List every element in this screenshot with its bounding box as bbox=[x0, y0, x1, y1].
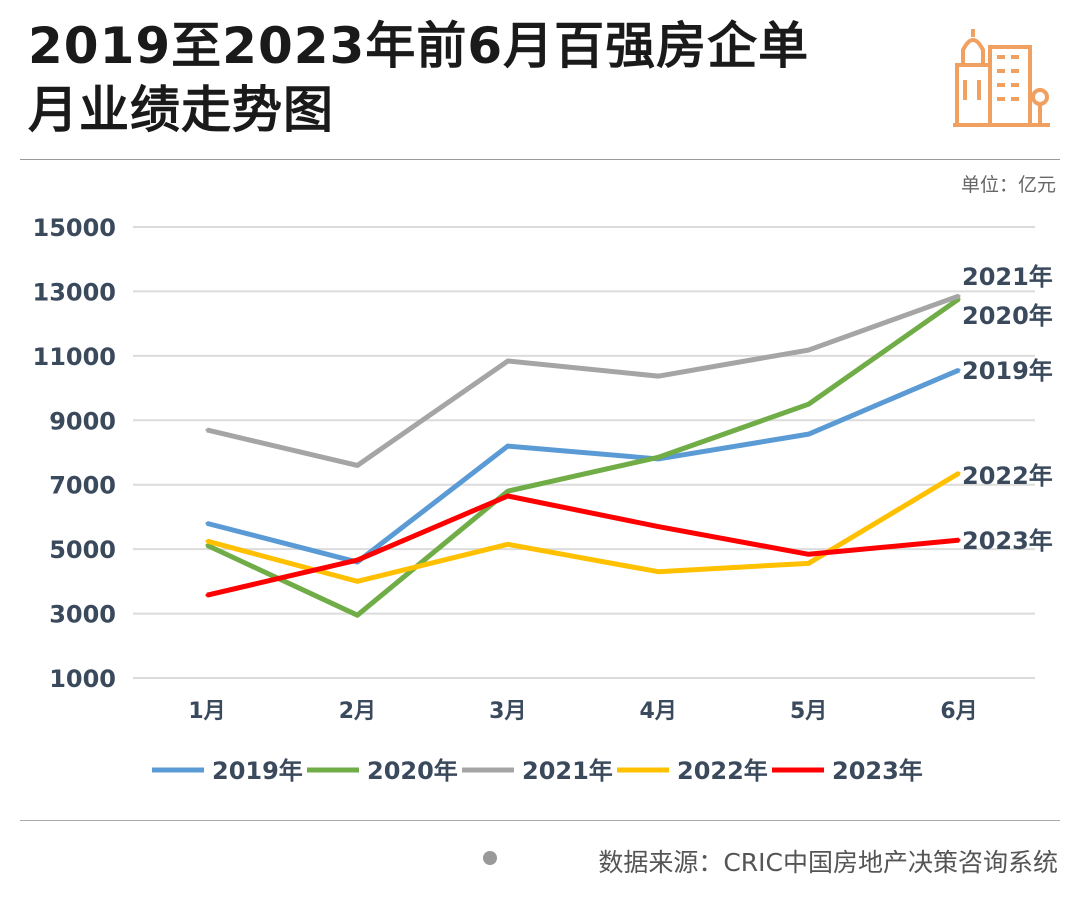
y-tick-label: 7000 bbox=[49, 472, 116, 500]
legend-label: 2021年 bbox=[522, 757, 613, 785]
data-point bbox=[656, 525, 660, 529]
y-tick-label: 3000 bbox=[49, 601, 116, 629]
title-line-1: 2019至2023年前6月百强房企单 bbox=[28, 17, 810, 75]
legend-label: 2019年 bbox=[212, 757, 303, 785]
series-end-label: 2021年 bbox=[962, 263, 1053, 291]
title-line-2: 月业绩走势图 bbox=[28, 81, 334, 139]
x-tick-label: 4月 bbox=[640, 699, 677, 724]
series-line-2020年 bbox=[205, 296, 961, 618]
series-end-label: 2022年 bbox=[962, 462, 1053, 490]
data-point bbox=[205, 428, 209, 432]
legend-label: 2023年 bbox=[832, 757, 923, 785]
bullet-icon bbox=[483, 851, 497, 865]
data-point bbox=[506, 489, 510, 493]
data-point bbox=[355, 558, 359, 562]
data-point bbox=[205, 593, 209, 597]
data-point bbox=[807, 561, 811, 565]
unit-label: 单位：亿元 bbox=[960, 174, 1056, 196]
data-point bbox=[205, 543, 209, 547]
y-tick-label: 13000 bbox=[33, 278, 117, 306]
x-tick-label: 5月 bbox=[790, 699, 827, 724]
buildings-icon bbox=[953, 29, 1050, 127]
y-tick-label: 1000 bbox=[49, 665, 116, 693]
series-line-2022年 bbox=[206, 470, 961, 584]
data-point bbox=[506, 494, 510, 498]
chart-title: 2019至2023年前6月百强房企单 月业绩走势图 bbox=[28, 14, 809, 142]
y-tick-label: 5000 bbox=[49, 536, 116, 564]
data-point bbox=[355, 463, 359, 467]
series-end-label: 2023年 bbox=[962, 527, 1053, 555]
data-point bbox=[957, 471, 961, 475]
y-tick-label: 9000 bbox=[49, 407, 116, 435]
series-line-2019年 bbox=[206, 367, 960, 565]
series-end-label: 2019年 bbox=[962, 357, 1053, 385]
data-point bbox=[656, 374, 660, 378]
y-tick-label: 15000 bbox=[33, 214, 117, 242]
legend-label: 2022年 bbox=[677, 757, 768, 785]
legend-label: 2020年 bbox=[367, 757, 458, 785]
x-tick-label: 1月 bbox=[188, 699, 225, 724]
x-tick-label: 3月 bbox=[489, 699, 526, 724]
x-tick-label: 6月 bbox=[940, 699, 977, 724]
series-line-2023年 bbox=[206, 493, 960, 598]
data-point bbox=[807, 348, 811, 352]
data-point bbox=[205, 521, 209, 525]
series-line-2021年 bbox=[206, 293, 960, 468]
data-point bbox=[355, 613, 359, 617]
data-point bbox=[807, 552, 811, 556]
data-point bbox=[957, 538, 961, 542]
footer-divider bbox=[20, 820, 1060, 821]
x-tick-label: 2月 bbox=[339, 699, 376, 724]
data-point bbox=[957, 368, 961, 372]
series-end-label: 2020年 bbox=[962, 302, 1053, 330]
data-point bbox=[506, 444, 510, 448]
data-point bbox=[656, 570, 660, 574]
data-point bbox=[656, 455, 660, 459]
data-point bbox=[355, 579, 359, 583]
data-point bbox=[506, 542, 510, 546]
y-tick-label: 11000 bbox=[33, 343, 117, 371]
source-note: 数据来源：CRIC中国房地产决策咨询系统 bbox=[598, 848, 1058, 877]
data-point bbox=[957, 294, 961, 298]
data-point bbox=[807, 432, 811, 436]
data-point bbox=[205, 539, 209, 543]
header-divider bbox=[20, 159, 1060, 160]
data-point bbox=[506, 359, 510, 363]
data-point bbox=[807, 402, 811, 406]
